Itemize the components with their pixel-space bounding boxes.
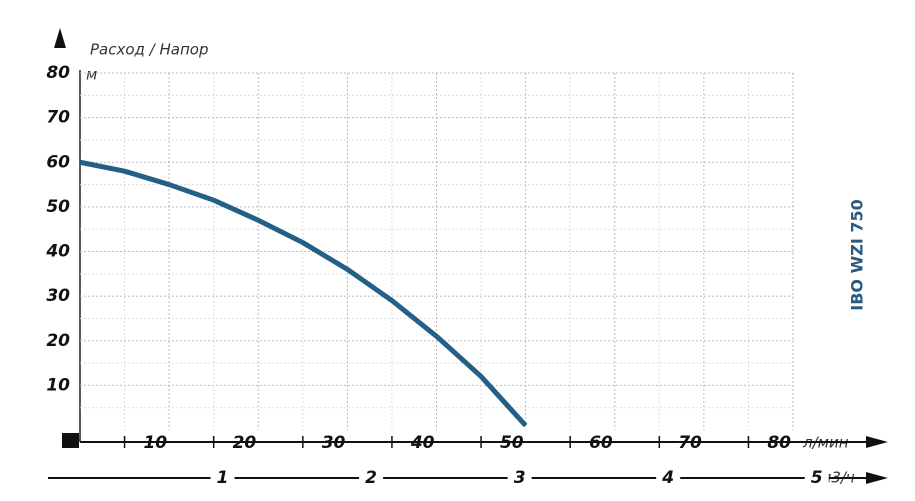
y-tick-label: 20 xyxy=(46,331,70,351)
x2-tick-label: 2 xyxy=(365,468,377,488)
x-tick-label: 60 xyxy=(589,433,613,453)
x-tick-label: 40 xyxy=(410,433,435,453)
x-tick-label: 80 xyxy=(767,433,791,453)
x2-tick-gap xyxy=(210,470,235,486)
x2-tick-gap xyxy=(804,470,829,486)
y-tick-label: 50 xyxy=(46,197,70,217)
x2-tick-label: 3 xyxy=(514,468,526,488)
y-tick-label: 40 xyxy=(45,242,70,262)
origin-mark xyxy=(62,433,79,448)
x2-tick-label: 1 xyxy=(217,468,229,488)
x2-tick-gap xyxy=(359,470,384,486)
x2-tick-gap xyxy=(656,470,681,486)
y-unit: м xyxy=(86,66,97,84)
x2-arrow xyxy=(866,472,888,484)
y-tick-label: 30 xyxy=(46,286,70,306)
x-tick-label: 70 xyxy=(678,433,702,453)
y-tick-label: 80 xyxy=(46,63,70,83)
curve xyxy=(79,159,528,428)
y-tick-label: 10 xyxy=(46,375,70,395)
x-tick-label: 20 xyxy=(233,433,257,453)
x2-tick-label: 5 xyxy=(811,468,823,488)
x-tick-label: 30 xyxy=(322,433,346,453)
y-arrow xyxy=(54,28,66,48)
model-label: IBO WZI 750 xyxy=(848,199,867,311)
x-tick-label: 50 xyxy=(500,433,524,453)
x-arrow xyxy=(866,436,888,448)
x-tick-label: 10 xyxy=(143,433,167,453)
x2-tick-gap xyxy=(507,470,532,486)
y-axis-label: Расход / Напор xyxy=(90,41,208,59)
x2-tick-label: 4 xyxy=(661,468,674,488)
y-tick-label: 60 xyxy=(46,152,70,172)
y-tick-label: 70 xyxy=(46,108,70,128)
